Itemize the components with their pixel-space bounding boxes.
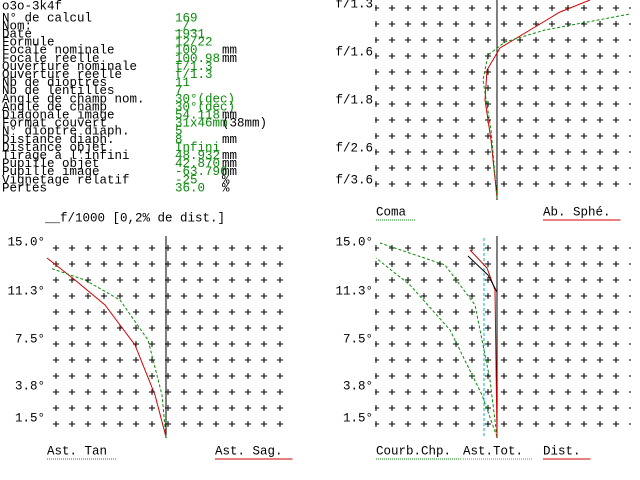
param-label: Nb de lentilles [2,84,115,98]
panel-title: __f/1000 [0,2% de dist.] [44,211,225,225]
grid [43,235,291,435]
axis-label: 1.5° [343,411,373,425]
param-label: Pertes [2,181,47,195]
param-label: Vignetage relatif [2,173,130,187]
legend-label: Coma [376,205,407,219]
param-value: -25 [175,173,198,187]
axis-label: 7.5° [343,332,373,346]
param-value: 100.98 [175,52,220,66]
param-label: Ouverture nominale [2,60,137,74]
param-value: 8 [175,133,183,147]
param-value: 31x46mm [175,117,228,131]
legend-label: Courb.Chp. [376,444,451,458]
param-label: Nom: [2,19,32,33]
param-value: 42.870 [175,157,220,171]
legend-label: Ast. Sag. [215,444,283,458]
param-unit: mm [222,44,237,58]
param-value: 36.0 [175,181,205,195]
param-label: Pupille image [2,165,100,179]
param-label: Tirage à l'infini [2,149,130,163]
param-label: Format couvert [2,117,107,131]
param-value: 100 [175,44,198,58]
legend-label: Ast.Tot. [463,444,523,458]
param-label: Formule [2,36,55,50]
axis-label: f/1.6 [335,45,373,59]
param-unit: mm [222,108,237,122]
param-value: f/1.3 [175,60,213,74]
param-value: Infini [175,141,220,155]
param-label: Focale nominale [2,44,115,58]
curve [375,257,498,438]
param-unit: mm [222,52,237,66]
grid [375,0,631,196]
curve [49,267,167,438]
param-value: 5 [175,125,183,139]
param-value: 30°(dec) [175,100,235,114]
curve [469,249,498,438]
curve [484,0,591,199]
axis-label: f/1.8 [335,93,373,107]
axis-label: f/1.3 [335,0,373,11]
axis-label: 3.8° [15,379,45,393]
curve [482,13,631,199]
param-value: 11 [175,76,190,90]
param-value: 48.932 [175,149,220,163]
param-value: 1931 [175,27,205,41]
param-label: N° dioptre diaph. [2,125,130,139]
param-label: Diagonale image [2,108,115,122]
param-value: 169 [175,11,198,25]
param-label: Distance diaph. [2,133,115,147]
param-unit: % [222,173,230,187]
param-value: -63.796 [175,165,228,179]
param-label: Pupille objet [2,157,100,171]
param-unit: mm [222,157,237,171]
axis-label: 7.5° [15,332,45,346]
param-value: _/_ [174,19,198,33]
axis-label: 15.0° [7,235,45,249]
axis-label: 15.0° [335,235,373,249]
axis-label: 11.3° [335,284,373,298]
grid [375,235,631,435]
param-value: f/1.3 [175,68,213,82]
param-label: N° de calcul [2,11,92,25]
axis-label: 11.3° [7,284,45,298]
param-value: 54.118 [175,108,220,122]
axis-label: 1.5° [15,411,45,425]
legend-label: Dist. [543,444,581,458]
param-unit: % [222,181,230,195]
curve [379,242,498,438]
param-value: 7 [175,84,183,98]
param-label: Distance objet [2,141,107,155]
param-label: Ouverture réelle [2,68,122,82]
param-label: Date [2,27,32,41]
param-value: 30°(dec) [175,92,235,106]
param-label: Angle de champ nom. [2,92,145,106]
param-unit: (38mm) [222,117,267,131]
param-unit: mm [222,165,237,179]
param-unit: mm [222,133,237,147]
param-unit: mm [222,149,237,163]
axis-label: f/2.6 [335,141,373,155]
legend-label: Ast. Tan [47,444,107,458]
param-label: Nb de dioptres [2,76,107,90]
curve [467,255,498,293]
window-title: o3o-3k4f [2,0,62,13]
axis-label: f/3.6 [335,173,373,187]
param-label: Focale réelle [2,52,100,66]
legend-label: Ab. Sphé. [543,205,611,219]
param-label: Angle de champ [2,100,107,114]
axis-label: 3.8° [343,379,373,393]
param-value: 12/22 [175,36,213,50]
curve [46,257,167,438]
